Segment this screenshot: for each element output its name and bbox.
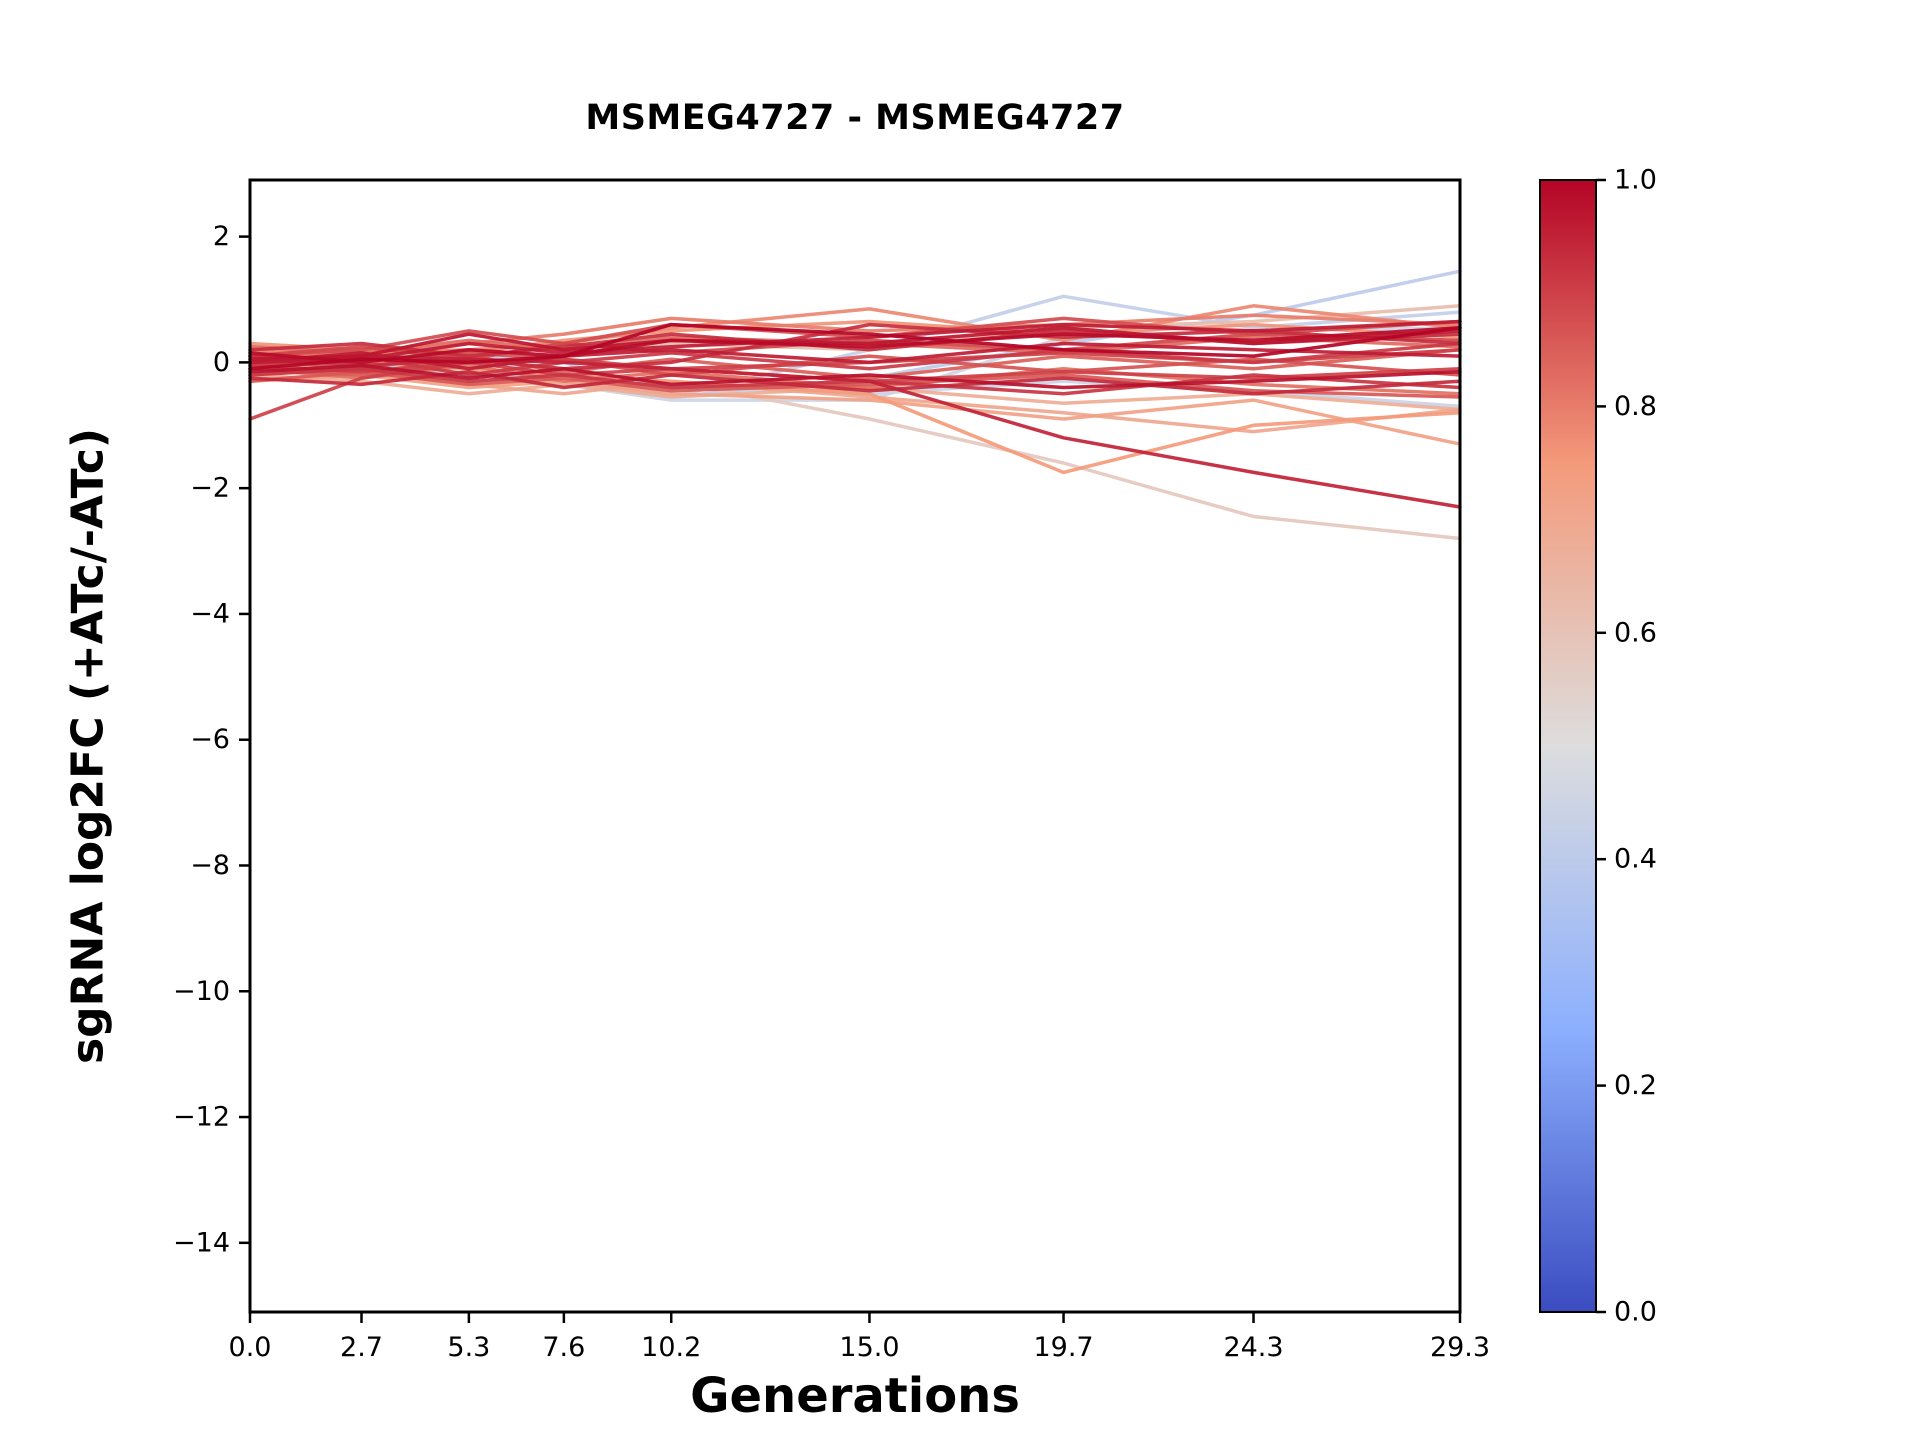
colorbar-tick-label: 1.0 xyxy=(1614,165,1657,196)
y-tick-label: −12 xyxy=(173,1102,230,1133)
sgRNA-line xyxy=(248,363,1462,390)
x-tick-label: 29.3 xyxy=(1430,1332,1490,1363)
sgRNA-line xyxy=(248,319,1462,365)
sgRNA-line xyxy=(248,373,1462,412)
x-tick-label: 10.2 xyxy=(641,1332,701,1363)
colorbar-tick-label: 0.0 xyxy=(1614,1297,1657,1328)
y-tick-label: −2 xyxy=(190,473,230,504)
x-tick-label: 0.0 xyxy=(229,1332,272,1363)
axes-box xyxy=(248,178,1462,1314)
sgRNA-line xyxy=(248,370,1462,399)
x-tick-label: 5.3 xyxy=(447,1332,490,1363)
x-tick-label: 2.7 xyxy=(340,1332,383,1363)
sgRNA-line xyxy=(248,366,1462,396)
x-axis-label: Generations xyxy=(690,1368,1020,1424)
chart-title: MSMEG4727 - MSMEG4727 xyxy=(585,98,1125,138)
x-tick-label: 7.6 xyxy=(542,1332,585,1363)
x-tick-label: 15.0 xyxy=(839,1332,899,1363)
y-tick-label: 0 xyxy=(213,347,230,378)
colorbar-tick-label: 0.2 xyxy=(1614,1070,1657,1101)
x-tick-label: 19.7 xyxy=(1033,1332,1093,1363)
colorbar-tick-label: 0.4 xyxy=(1614,844,1657,875)
y-tick-label: −4 xyxy=(190,598,230,629)
sgRNA-line xyxy=(248,370,1462,396)
colorbar xyxy=(1539,179,1597,1313)
colorbar-tick-label: 0.8 xyxy=(1614,391,1657,422)
x-tick-label: 24.3 xyxy=(1223,1332,1283,1363)
y-tick-label: −8 xyxy=(190,850,230,881)
series-lines xyxy=(248,269,1462,541)
y-tick-label: −14 xyxy=(173,1227,230,1258)
colorbar-tick-label: 0.6 xyxy=(1614,617,1657,648)
y-tick-label: 2 xyxy=(213,221,230,252)
sgRNA-line xyxy=(248,326,1462,365)
y-tick-label: −10 xyxy=(173,976,230,1007)
y-tick-label: −6 xyxy=(190,724,230,755)
sgRNA-line xyxy=(248,322,1462,371)
sgRNA-line xyxy=(248,322,1462,371)
